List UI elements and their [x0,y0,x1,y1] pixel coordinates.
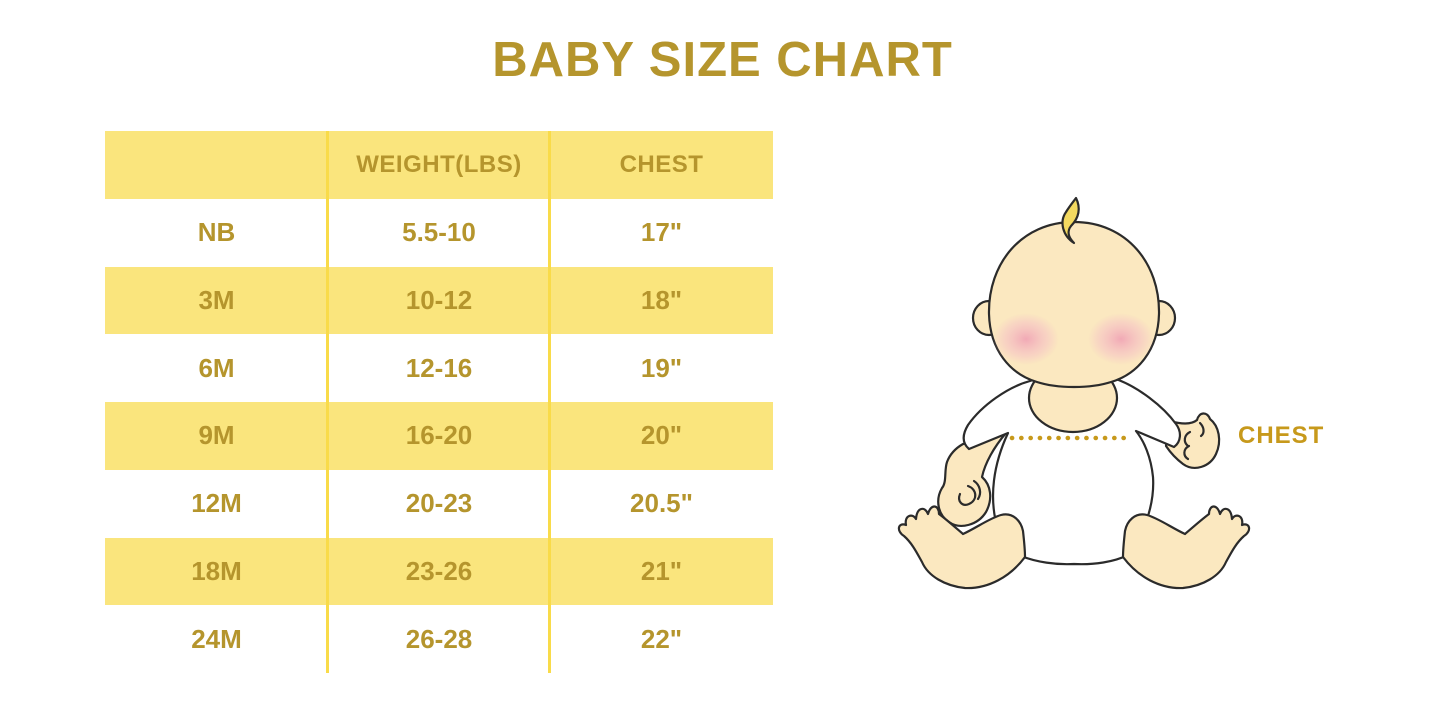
header-chest: CHEST [619,150,704,178]
table-row: 12M 20-23 20.5" [105,470,773,538]
baby-illustration-area: CHEST [870,185,1370,615]
cell-weight: 16-20 [405,420,473,451]
baby-right-leg [1121,505,1251,590]
cell-chest: 18" [640,284,683,315]
cell-weight: 20-23 [405,488,473,519]
cell-chest: 21" [640,555,683,586]
baby-right-hand-finger-lines [1183,421,1205,461]
header-size [105,131,328,199]
cell-size: 3M [198,284,235,315]
baby-blush-left [993,313,1059,365]
cell-weight: 10-12 [405,284,473,315]
cell-chest: 19" [640,352,683,383]
table-row: 18M 23-26 21" [105,537,773,606]
cell-size: 24M [191,623,242,654]
cell-size: 6M [198,352,235,383]
cell-chest: 20.5" [630,488,693,519]
cell-chest: 17" [640,217,683,248]
cell-weight: 23-26 [405,555,473,586]
chest-label: CHEST [1238,422,1325,449]
cell-size: 12M [191,488,242,519]
size-table: WEIGHT(LBS) CHEST NB 5.5-10 17" 3M 10-12… [105,131,773,673]
cell-size: 18M [191,555,242,586]
table-row: 3M 10-12 18" [105,266,773,335]
table-header-row: WEIGHT(LBS) CHEST [105,131,773,199]
baby-hair-curl-icon [1061,196,1080,245]
table-row: 24M 26-28 22" [105,605,773,673]
cell-size: NB [197,217,236,248]
cell-chest: 20" [640,420,683,451]
table-column-divider [326,131,329,673]
cell-weight: 12-16 [405,352,473,383]
baby-left-leg [897,505,1027,590]
header-weight: WEIGHT(LBS) [356,150,522,178]
cell-chest: 22" [640,623,683,654]
page-title: BABY SIZE CHART [492,33,953,87]
cell-weight: 26-28 [405,623,473,654]
cell-size: 9M [198,420,235,451]
baby-left-hand-finger-lines [958,479,982,506]
table-row: 6M 12-16 19" [105,334,773,402]
baby-right-arm [1164,412,1221,469]
baby-blush-right [1088,313,1154,365]
table-row: NB 5.5-10 17" [105,199,773,267]
table-row: 9M 16-20 20" [105,402,773,470]
table-column-divider [548,131,551,673]
baby-torso [962,372,1181,566]
cell-weight: 5.5-10 [402,217,476,248]
baby-illustration [897,196,1251,590]
